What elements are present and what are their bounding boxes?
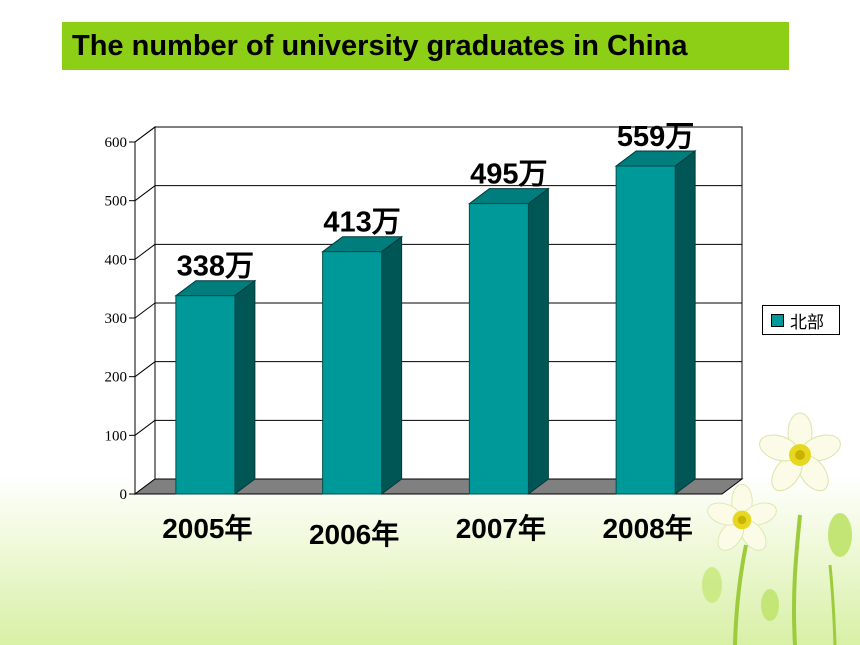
- grid-line-side: [134, 243, 156, 260]
- title-banner: The number of university graduates in Ch…: [62, 22, 789, 70]
- x-category-label: 2008年: [602, 512, 692, 544]
- data-label: 559万: [617, 121, 694, 153]
- bar: [175, 295, 236, 495]
- y-tick-label: 200: [105, 370, 128, 386]
- y-tick-label: 400: [105, 252, 128, 268]
- data-label: 413万: [323, 207, 400, 239]
- bar-side: [234, 279, 256, 495]
- bar-side: [381, 235, 403, 495]
- grid-line-side: [134, 302, 156, 319]
- grid-line-side: [134, 126, 156, 143]
- x-category-label: 2007年: [456, 512, 546, 544]
- bar: [615, 165, 676, 495]
- bar-side: [674, 150, 696, 495]
- legend-swatch: [771, 313, 784, 327]
- legend: 北部: [762, 305, 840, 335]
- data-label: 495万: [470, 159, 547, 191]
- legend-label: 北部: [790, 312, 824, 333]
- x-category-label: 2005年: [162, 512, 252, 544]
- grid-line-side: [134, 419, 156, 436]
- bar: [322, 251, 383, 495]
- y-tick-label: 0: [120, 487, 128, 503]
- bar: [468, 203, 529, 495]
- grid-line-side: [134, 361, 156, 378]
- chart-title: The number of university graduates in Ch…: [72, 29, 688, 62]
- y-tick-label: 500: [105, 194, 128, 210]
- data-label: 338万: [177, 251, 254, 283]
- daffodil-flowers-decoration: [702, 412, 852, 645]
- y-tick-label: 600: [105, 135, 128, 151]
- y-tick-label: 100: [105, 428, 128, 444]
- bar-side: [527, 187, 549, 495]
- grid-line-side: [134, 185, 156, 202]
- y-tick-label: 300: [105, 311, 128, 327]
- x-category-label: 2006年: [309, 518, 399, 550]
